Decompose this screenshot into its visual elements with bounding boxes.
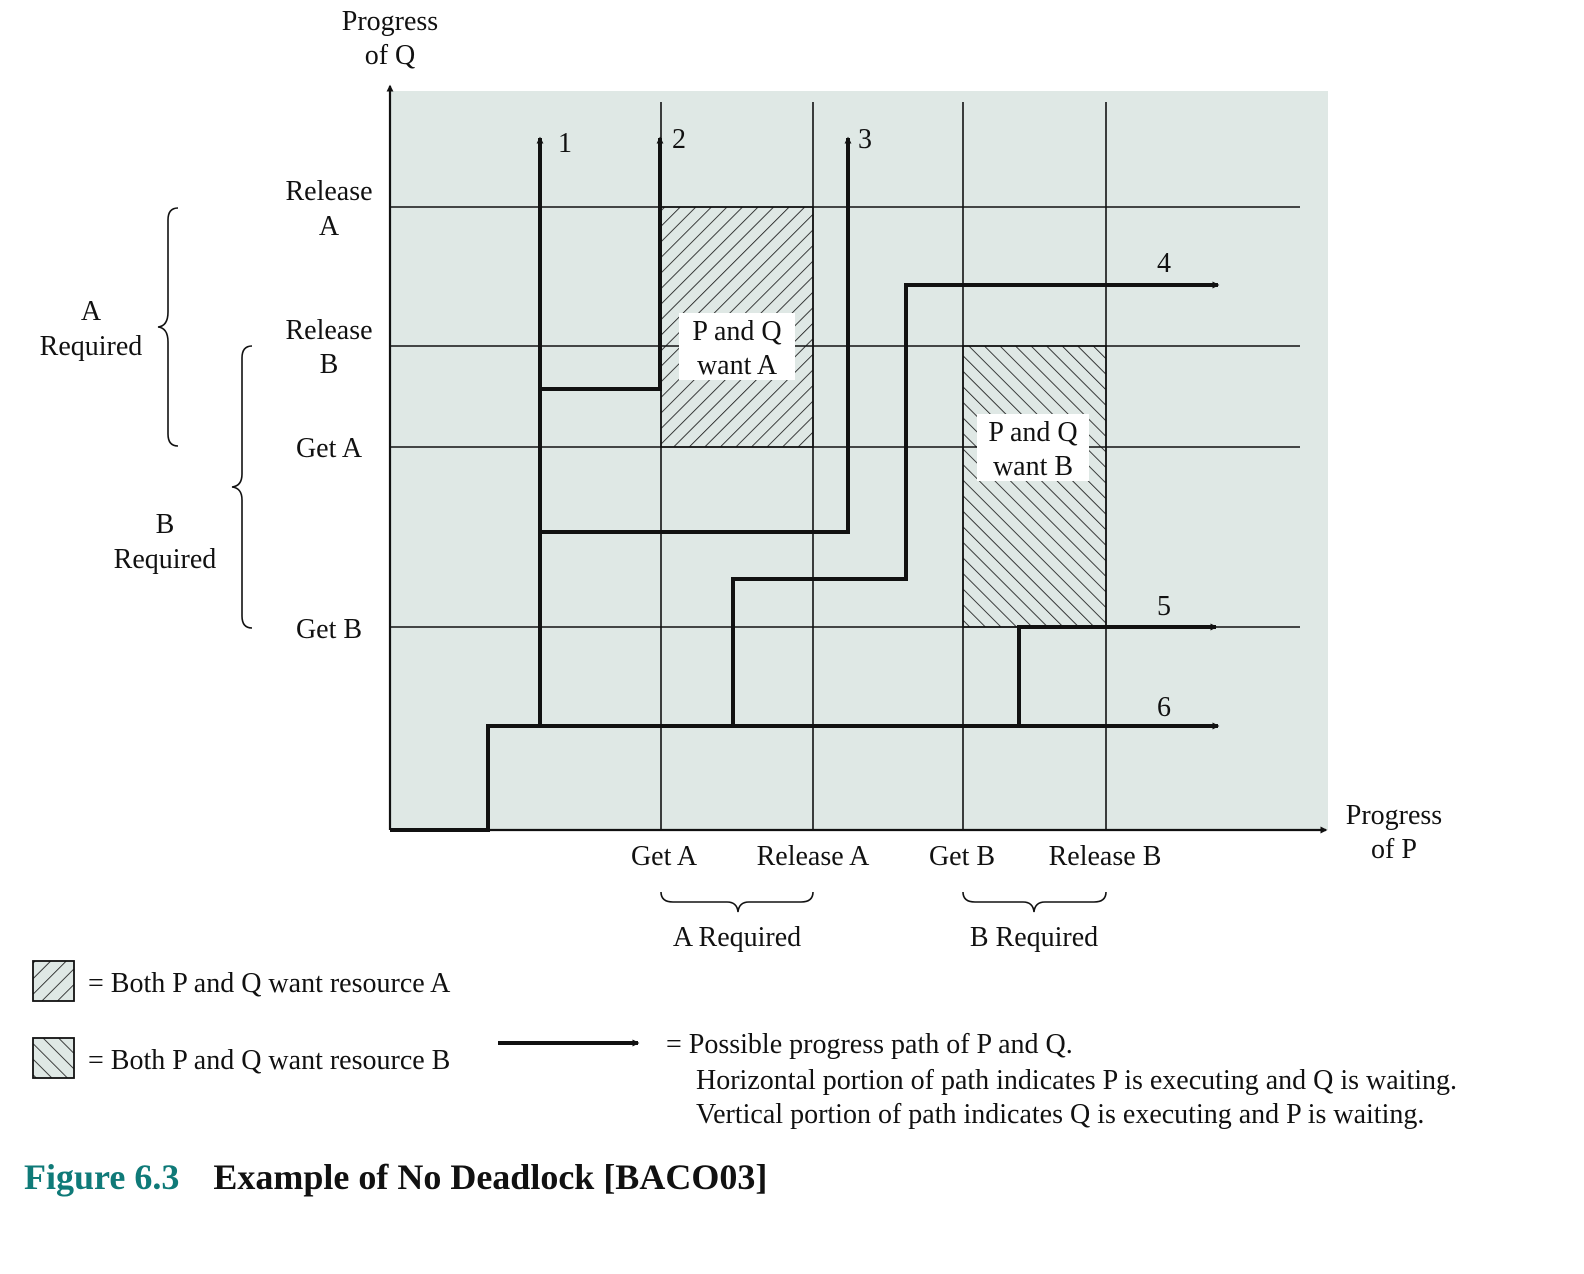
y-tick-release-b-line1: Release xyxy=(285,315,372,346)
y-axis-title-line2: of Q xyxy=(365,40,416,71)
region-a-label-line2: want A xyxy=(697,350,778,381)
legend-path-line2: Horizontal portion of path indicates P i… xyxy=(696,1065,1457,1096)
x-tick-release-a: Release A xyxy=(757,841,871,872)
figure-title: Example of No Deadlock [BACO03] xyxy=(213,1157,768,1197)
path-label-3: 3 xyxy=(858,124,872,155)
path-5 xyxy=(1017,623,1218,726)
region-b-label-line1: P and Q xyxy=(988,417,1077,448)
legend-hatch-b-text: = Both P and Q want resource B xyxy=(88,1045,450,1076)
brace-bottom-a xyxy=(660,891,814,913)
figure-caption: Figure 6.3 Example of No Deadlock [BACO03… xyxy=(24,1156,767,1198)
region-b-label-line2: want B xyxy=(993,451,1073,482)
y-tick-release-b-line2: B xyxy=(320,349,339,380)
brace-b-required xyxy=(231,345,253,629)
legend-hatch-a-swatch xyxy=(32,960,75,1002)
legend-hatch-b-swatch xyxy=(32,1037,75,1079)
brace-b-label-line2: Required xyxy=(114,544,217,575)
path-label-4: 4 xyxy=(1157,248,1171,279)
path-4 xyxy=(731,281,1220,726)
region-a-label-line1: P and Q xyxy=(692,316,781,347)
brace-a-required xyxy=(157,207,179,447)
figure-number: Figure 6.3 xyxy=(24,1157,180,1197)
path-label-2: 2 xyxy=(672,124,686,155)
brace-bottom-b xyxy=(962,891,1107,913)
x-tick-get-b: Get B xyxy=(929,841,995,872)
y-tick-get-a: Get A xyxy=(296,433,363,464)
region-b-label: P and Q want B xyxy=(977,414,1089,482)
path-3 xyxy=(540,136,852,534)
path-label-5: 5 xyxy=(1157,591,1171,622)
y-axis-title-line1: Progress xyxy=(342,6,438,37)
x-tick-get-a: Get A xyxy=(631,841,698,872)
y-tick-get-b: Get B xyxy=(296,614,362,645)
brace-b-label-line1: B xyxy=(156,509,175,540)
y-tick-release-a-line2: A xyxy=(319,211,340,242)
plot-background xyxy=(390,91,1328,830)
brace-bottom-a-label: A Required xyxy=(673,922,801,953)
region-a-label: P and Q want A xyxy=(679,313,795,381)
legend-path-line1: = Possible progress path of P and Q. xyxy=(666,1029,1073,1060)
x-axis-title-line2: of P xyxy=(1371,834,1417,865)
path-2 xyxy=(540,136,664,391)
legend-hatch-a-text: = Both P and Q want resource A xyxy=(88,968,451,999)
path-label-6: 6 xyxy=(1157,692,1171,723)
y-tick-release-a-line1: Release xyxy=(285,176,372,207)
x-tick-release-b: Release B xyxy=(1049,841,1162,872)
x-axis-title-line1: Progress xyxy=(1346,800,1442,831)
path-base xyxy=(390,724,540,832)
brace-a-label-line2: Required xyxy=(40,331,143,362)
region-b-hatch xyxy=(962,345,1107,628)
brace-bottom-b-label: B Required xyxy=(970,922,1098,953)
path-label-1: 1 xyxy=(558,128,572,159)
legend-path-line3: Vertical portion of path indicates Q is … xyxy=(696,1099,1424,1130)
brace-a-label-line1: A xyxy=(81,296,102,327)
